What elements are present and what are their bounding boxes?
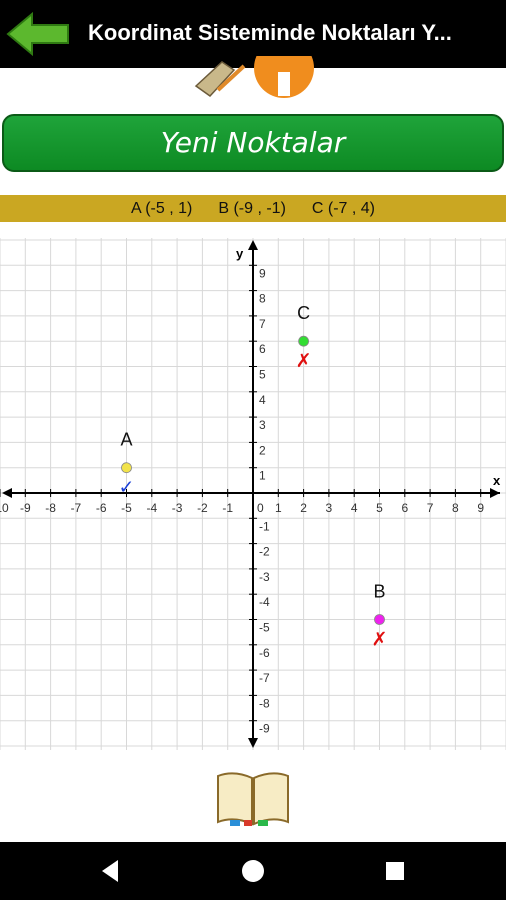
back-arrow-icon[interactable] xyxy=(6,10,72,58)
x-tick-label: -6 xyxy=(96,501,107,515)
y-tick-label: -9 xyxy=(259,722,270,736)
nav-back-icon[interactable] xyxy=(96,856,126,886)
new-points-button[interactable]: Yeni Noktalar xyxy=(2,114,504,172)
x-tick-label: 3 xyxy=(326,501,333,515)
nav-recents-icon[interactable] xyxy=(380,856,410,886)
y-tick-label: -5 xyxy=(259,621,270,635)
point-a-marker[interactable] xyxy=(121,462,132,474)
points-list: A (-5 , 1) B (-9 , -1) C (-7 , 4) xyxy=(0,195,506,222)
point-a-coord: A (-5 , 1) xyxy=(130,199,193,217)
x-tick-label: 9 xyxy=(477,501,484,515)
x-axis-arrow-right xyxy=(490,488,500,498)
x-tick-label: -2 xyxy=(197,501,208,515)
point-c-marker[interactable] xyxy=(298,335,310,347)
y-tick-label: 9 xyxy=(259,266,266,280)
x-tick-label: -5 xyxy=(121,501,132,515)
app-bar: Koordinat Sisteminde Noktaları Y... xyxy=(0,0,506,68)
system-nav-bar xyxy=(0,842,506,900)
x-tick-label: 6 xyxy=(401,501,408,515)
point-a-label: A xyxy=(120,430,132,450)
x-tick-label: -9 xyxy=(20,501,31,515)
x-tick-label: 1 xyxy=(275,501,282,515)
y-axis-label: y xyxy=(236,246,244,261)
x-tick-label: 0 xyxy=(257,501,264,515)
y-tick-label: 3 xyxy=(259,418,266,432)
y-tick-label: -2 xyxy=(259,545,270,559)
y-tick-label: -8 xyxy=(259,696,270,710)
y-tick-label: -7 xyxy=(259,671,270,685)
y-tick-label: 7 xyxy=(259,317,266,331)
point-b-coord: B (-9 , -1) xyxy=(218,199,286,217)
x-tick-label: -7 xyxy=(71,501,82,515)
x-axis-label: x xyxy=(493,473,501,488)
x-tick-label: 7 xyxy=(427,501,434,515)
y-tick-label: 2 xyxy=(259,443,266,457)
y-tick-label: -3 xyxy=(259,570,270,584)
point-a-result: ✓ xyxy=(119,477,135,499)
x-tick-label: -10 xyxy=(0,501,9,515)
point-b-result: ✗ xyxy=(372,629,388,651)
y-tick-label: 1 xyxy=(259,469,266,483)
y-tick-label: -6 xyxy=(259,646,270,660)
point-b-label: B xyxy=(373,582,385,602)
point-c-result: ✗ xyxy=(296,350,312,372)
point-c-label: C xyxy=(297,303,310,323)
x-tick-label: 4 xyxy=(351,501,358,515)
x-tick-label: -1 xyxy=(222,501,233,515)
y-tick-label: 5 xyxy=(259,368,266,382)
y-tick-label: 4 xyxy=(259,393,266,407)
x-tick-label: -3 xyxy=(172,501,183,515)
x-tick-label: 2 xyxy=(300,501,307,515)
x-axis-arrow-left xyxy=(2,488,12,498)
point-b-marker[interactable] xyxy=(374,614,385,625)
y-axis-arrow-up xyxy=(248,240,258,250)
point-c-coord: C (-7 , 4) xyxy=(311,199,376,217)
y-tick-label: 8 xyxy=(259,292,266,306)
x-tick-label: 8 xyxy=(452,501,459,515)
x-tick-label: -4 xyxy=(146,501,157,515)
app-title: Koordinat Sisteminde Noktaları Y... xyxy=(88,20,452,45)
x-tick-label: 5 xyxy=(376,501,383,515)
y-tick-label: 6 xyxy=(259,342,266,356)
y-axis-arrow-down xyxy=(248,738,258,748)
book-icon[interactable] xyxy=(214,768,292,830)
coordinate-plane[interactable]: xy -10-9-8-7-6-5-4-3-2-10123456789987654… xyxy=(0,238,506,750)
level-badge-icon xyxy=(194,56,314,98)
y-tick-label: -4 xyxy=(259,595,270,609)
x-tick-label: -8 xyxy=(45,501,56,515)
y-tick-label: -1 xyxy=(259,519,270,533)
nav-home-icon[interactable] xyxy=(238,856,268,886)
